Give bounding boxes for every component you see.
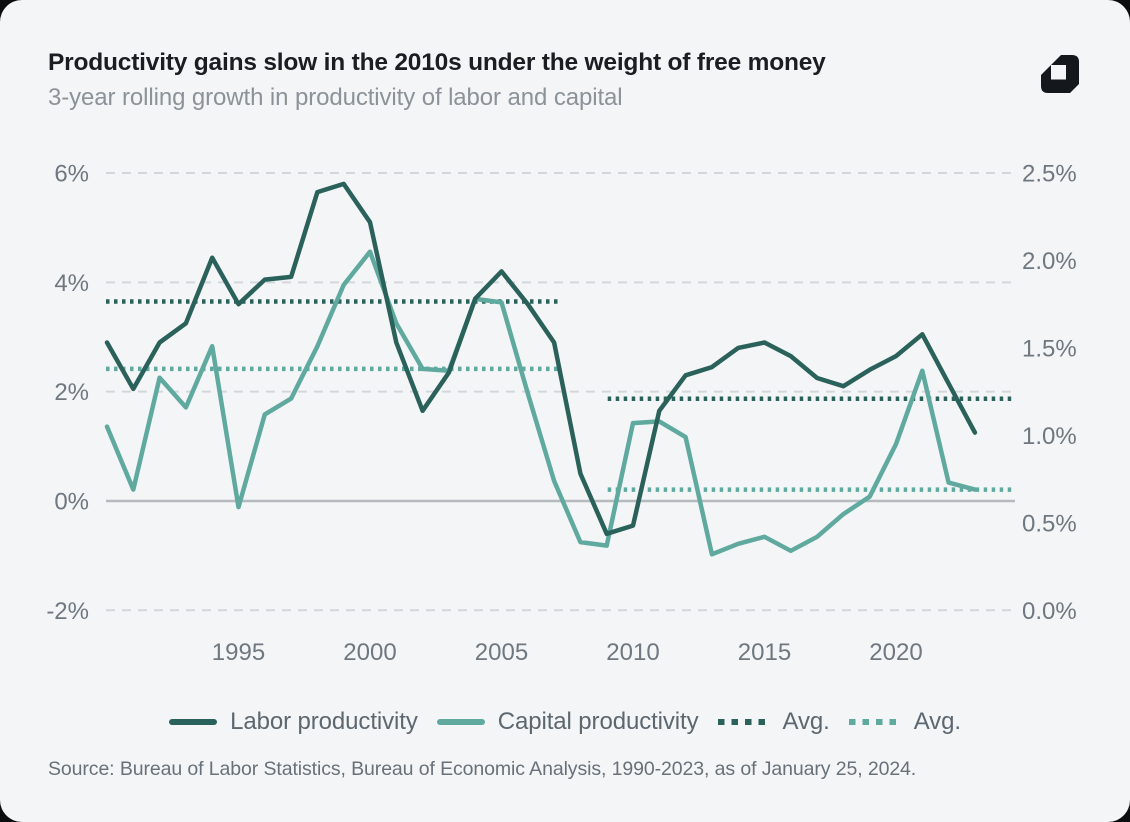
dotted-swatch-icon	[717, 719, 770, 725]
line-swatch-icon	[169, 719, 218, 725]
legend-label: Avg.	[913, 708, 961, 735]
legend-label: Avg.	[782, 708, 830, 735]
left-axis-label-2%: 2%	[54, 379, 89, 406]
line-swatch-icon	[436, 719, 485, 725]
source-note: Source: Bureau of Labor Statistics, Bure…	[48, 758, 917, 780]
legend-item-labor-productivity-0: Labor productivity	[169, 708, 418, 736]
chart-legend: Labor productivity Capital productivity Av…	[0, 708, 1130, 736]
right-axis-label-1.0%: 1.0%	[1022, 423, 1077, 450]
x-axis-label-2005: 2005	[475, 639, 528, 666]
legend-label: Labor productivity	[230, 708, 418, 735]
right-axis-label-2.5%: 2.5%	[1022, 161, 1077, 188]
x-axis-label-2020: 2020	[869, 639, 922, 666]
x-axis-label-2015: 2015	[738, 639, 791, 666]
capital-productivity-line	[104, 249, 978, 557]
dotted-swatch-icon	[848, 719, 901, 725]
labor-productivity-line	[104, 181, 978, 537]
legend-item-capital-productivity-1: Capital productivity	[436, 708, 699, 736]
right-axis-label-0.0%: 0.0%	[1022, 598, 1077, 625]
legend-item-avg--3: Avg.	[848, 708, 961, 736]
chart-subtitle: 3-year rolling growth in productivity of…	[48, 84, 623, 111]
chart-title: Productivity gains slow in the 2010s und…	[48, 49, 826, 76]
left-axis-label-0%: 0%	[54, 488, 89, 515]
x-axis-label-2000: 2000	[343, 639, 396, 666]
left-axis-label-6%: 6%	[54, 161, 89, 188]
left-axis-label--2%: -2%	[46, 598, 89, 625]
legend-item-avg--2: Avg.	[717, 708, 830, 736]
x-axis-label-1995: 1995	[212, 639, 265, 666]
left-axis-label-4%: 4%	[54, 270, 89, 297]
right-axis-label-1.5%: 1.5%	[1022, 335, 1077, 362]
chart-header: Productivity gains slow in the 2010s und…	[48, 46, 1020, 114]
legend-label: Capital productivity	[497, 708, 699, 735]
x-axis-label-2010: 2010	[606, 639, 659, 666]
right-axis-label-0.5%: 0.5%	[1022, 510, 1077, 537]
publisher-logo-icon	[1041, 55, 1079, 93]
right-axis-label-2.0%: 2.0%	[1022, 248, 1077, 275]
